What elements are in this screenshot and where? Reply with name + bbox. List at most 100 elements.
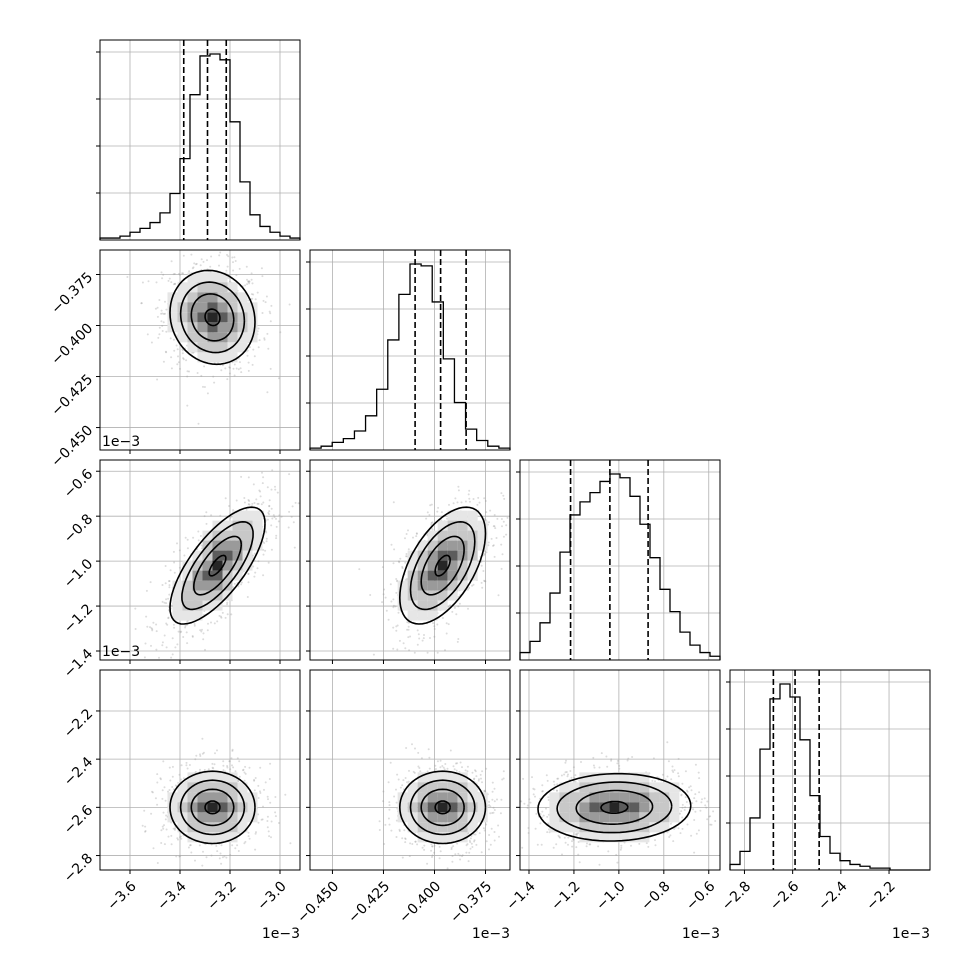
sample-point <box>497 824 500 827</box>
sample-point <box>154 797 157 800</box>
sample-point <box>256 291 259 294</box>
density-cell <box>207 832 218 843</box>
sample-point <box>372 653 375 656</box>
sample-point <box>162 811 165 814</box>
sample-point <box>226 253 228 256</box>
sample-point <box>146 625 149 628</box>
density-cell <box>237 822 248 833</box>
sample-point <box>297 502 300 505</box>
sample-point <box>465 844 468 847</box>
sample-point <box>270 836 272 839</box>
density-cell <box>477 792 488 803</box>
density-cell <box>212 560 223 571</box>
sample-point <box>426 511 429 514</box>
density-cell <box>457 782 468 793</box>
density-cell <box>447 560 458 571</box>
sample-point <box>207 768 210 771</box>
density-cell <box>217 822 228 833</box>
sample-point <box>227 276 230 279</box>
contour-level-0 <box>434 800 451 815</box>
density-cell <box>457 550 468 561</box>
density-cell <box>227 312 238 323</box>
sample-point <box>163 634 166 637</box>
sample-point <box>474 770 477 773</box>
sample-point <box>201 752 204 755</box>
sample-point <box>254 832 257 835</box>
density-cell <box>467 560 478 571</box>
sample-point <box>457 489 460 492</box>
sample-point <box>254 777 257 779</box>
density-cell <box>177 312 188 323</box>
sample-point <box>455 762 457 765</box>
density-cell <box>247 802 258 813</box>
sample-point <box>426 533 429 536</box>
sample-point <box>161 600 164 603</box>
sample-point <box>174 827 177 830</box>
density-cell <box>457 822 468 833</box>
sample-point <box>459 858 462 861</box>
sample-point <box>185 631 188 634</box>
density-cell <box>207 312 218 323</box>
sample-point <box>555 789 558 792</box>
sample-point <box>493 831 496 833</box>
sample-point <box>441 765 444 767</box>
sample-point <box>440 519 443 522</box>
panel-frame <box>99 39 301 241</box>
density-cell <box>192 610 203 621</box>
sample-point <box>200 630 203 633</box>
sample-point <box>213 381 216 384</box>
sample-point <box>251 282 254 285</box>
sample-point <box>210 854 213 857</box>
sample-point <box>493 525 496 528</box>
sample-point <box>266 332 269 335</box>
sample-point <box>428 756 431 759</box>
sample-point <box>169 569 172 572</box>
sample-point <box>233 374 236 377</box>
sample-point <box>166 623 169 626</box>
pair-panel-3-1 <box>306 669 511 874</box>
density-cell <box>437 782 448 793</box>
sample-point <box>449 749 452 752</box>
sample-point <box>407 628 410 631</box>
sample-point <box>196 372 199 374</box>
sample-point <box>288 473 291 476</box>
sample-point <box>229 768 232 771</box>
density-cell <box>437 772 448 783</box>
sample-point <box>237 850 240 852</box>
density-cell <box>447 510 458 521</box>
density-cell <box>187 322 198 333</box>
sample-point <box>407 625 410 628</box>
sample-point <box>229 366 231 369</box>
sample-point <box>396 648 399 651</box>
sample-point <box>203 365 206 368</box>
sample-point <box>412 536 414 539</box>
sample-point <box>172 283 175 286</box>
sample-point <box>256 502 259 505</box>
sample-point <box>500 518 503 520</box>
density-cell <box>172 580 183 591</box>
sample-point <box>469 841 472 844</box>
sample-point <box>151 629 154 632</box>
sample-point <box>226 265 229 268</box>
contour-level-1 <box>192 535 243 596</box>
sample-point <box>248 346 251 349</box>
sample-point <box>189 844 192 847</box>
sample-point <box>204 648 206 651</box>
sample-point <box>438 857 441 860</box>
sample-point <box>388 808 391 811</box>
density-cell <box>182 600 193 611</box>
sample-point <box>215 845 218 847</box>
sample-point <box>247 361 250 364</box>
sample-point <box>413 651 416 654</box>
sample-point <box>382 593 385 596</box>
density-cell <box>227 282 238 293</box>
sample-point <box>485 840 488 843</box>
sample-point <box>229 516 232 519</box>
sample-point <box>160 312 163 315</box>
sample-point <box>382 800 385 803</box>
sample-point <box>412 770 415 773</box>
sample-point <box>454 497 457 500</box>
sample-point <box>433 635 436 638</box>
sample-point <box>409 635 412 638</box>
sample-point <box>428 767 431 770</box>
